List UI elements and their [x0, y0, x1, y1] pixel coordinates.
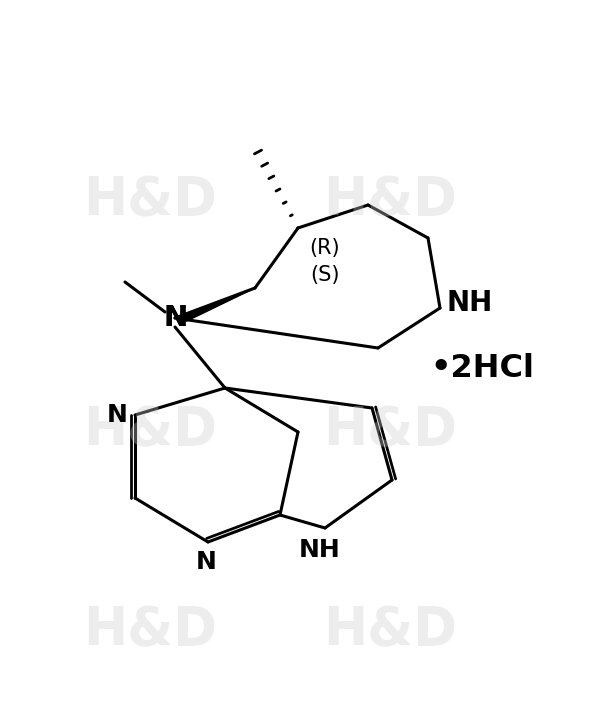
Text: N: N: [163, 304, 187, 332]
Text: N: N: [106, 403, 128, 427]
Text: H&D: H&D: [83, 174, 217, 226]
Text: H&D: H&D: [83, 604, 217, 656]
Text: H&D: H&D: [83, 404, 217, 456]
Text: •2HCl: •2HCl: [430, 353, 534, 384]
Text: N: N: [195, 550, 216, 574]
Text: NH: NH: [447, 289, 493, 317]
Text: (R): (R): [309, 238, 340, 258]
Text: (S): (S): [310, 265, 340, 285]
Polygon shape: [184, 288, 255, 321]
Text: NH: NH: [299, 538, 341, 562]
Text: H&D: H&D: [323, 404, 457, 456]
Text: N: N: [163, 304, 187, 332]
Text: H&D: H&D: [323, 604, 457, 656]
Text: H&D: H&D: [323, 174, 457, 226]
